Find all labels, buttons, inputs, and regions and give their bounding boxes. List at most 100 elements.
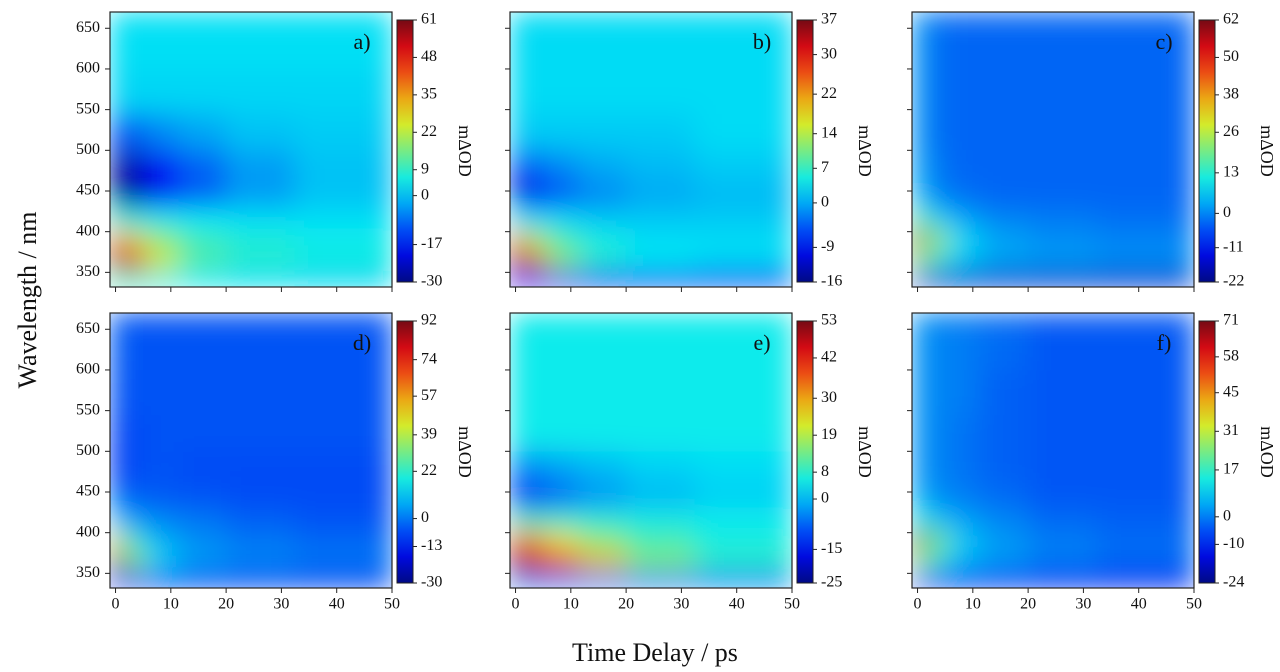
colorbar-title: mΔOD — [1257, 426, 1277, 478]
heat-cell — [510, 113, 525, 151]
heat-cell — [578, 550, 627, 572]
colorbar-tick-label: 39 — [421, 425, 437, 442]
heat-cell — [925, 414, 949, 452]
heat-cell — [1096, 313, 1194, 371]
x-tick-label: 10 — [563, 596, 579, 613]
heat-cell — [1027, 249, 1098, 271]
heat-cell — [694, 481, 792, 509]
plot-area — [510, 12, 792, 287]
heat-cell — [1027, 113, 1098, 151]
x-tick-label: 20 — [1020, 596, 1036, 613]
colorbar-tick-label: -13 — [421, 537, 442, 554]
colorbar-tick-label: 58 — [1223, 348, 1239, 365]
heat-cell — [925, 570, 949, 588]
heat-cell — [178, 269, 227, 287]
heat-cell — [523, 68, 547, 115]
plot-frame — [911, 11, 1195, 288]
heat-cell — [1027, 68, 1098, 115]
heat-cell — [523, 507, 547, 532]
heat-cell — [523, 249, 547, 271]
heat-cell — [694, 12, 792, 70]
heat-cell — [294, 12, 392, 70]
heat-cell — [925, 68, 949, 115]
colorbar-title: mΔOD — [855, 125, 875, 177]
colorbar-tick-label: 37 — [821, 11, 837, 28]
heat-cell — [294, 481, 392, 509]
heat-cell — [925, 249, 949, 271]
heat-cell — [523, 450, 547, 483]
colorbar-tick-label: 0 — [421, 509, 429, 526]
heat-cell — [1027, 180, 1098, 208]
heat-cell — [912, 229, 927, 251]
heat-cell — [625, 550, 696, 572]
heat-cell — [1096, 450, 1194, 483]
panel-label: e) — [753, 330, 770, 355]
heat-cell — [625, 113, 696, 151]
heat-cell — [912, 450, 927, 483]
heat-cell — [980, 12, 1029, 70]
heat-cell — [947, 313, 982, 371]
plot-frame — [109, 11, 393, 288]
heat-cell — [1096, 530, 1194, 552]
heat-cell — [694, 414, 792, 452]
heat-cell — [123, 507, 147, 532]
heat-cell — [1096, 269, 1194, 287]
heat-cell — [123, 249, 147, 271]
heat-cell — [523, 269, 547, 287]
heat-cell — [1096, 12, 1194, 70]
heat-cell — [225, 450, 296, 483]
heat-cell — [578, 414, 627, 452]
colorbar-tick-label: 19 — [821, 426, 837, 443]
heat-cell — [225, 507, 296, 532]
colorbar-tick-label: 8 — [821, 463, 829, 480]
heat-cell — [980, 507, 1029, 532]
plot-area — [912, 313, 1194, 588]
heat-cell — [578, 481, 627, 509]
heat-cell — [625, 530, 696, 552]
heat-cell — [545, 149, 580, 182]
heat-cell — [510, 530, 525, 552]
heat-cell — [625, 68, 696, 115]
heat-cell — [510, 149, 525, 182]
heat-cell — [145, 206, 180, 231]
x-tick-label: 0 — [112, 596, 120, 613]
heat-cell — [578, 313, 627, 371]
heat-cell — [578, 269, 627, 287]
y-tick-label: 400 — [76, 523, 100, 540]
heat-cell — [1027, 414, 1098, 452]
heat-cell — [947, 507, 982, 532]
heat-cell — [980, 113, 1029, 151]
heat-cell — [523, 570, 547, 588]
colorbar — [796, 19, 814, 283]
heat-cell — [912, 12, 927, 70]
heat-cell — [510, 313, 525, 371]
heat-cell — [123, 269, 147, 287]
heat-cell — [523, 313, 547, 371]
colorbar-tick-label: -30 — [421, 574, 442, 591]
heat-cell — [912, 414, 927, 452]
heat-cell — [145, 113, 180, 151]
heat-cell — [980, 414, 1029, 452]
heatmap — [510, 313, 792, 588]
heat-cell — [694, 206, 792, 231]
heat-cell — [545, 180, 580, 208]
heat-cell — [980, 313, 1029, 371]
colorbar-tick-label: 0 — [1223, 204, 1231, 221]
y-tick-label: 350 — [76, 263, 100, 280]
heat-cell — [625, 12, 696, 70]
colorbar-tick-label: 38 — [1223, 86, 1239, 103]
heat-cell — [510, 414, 525, 452]
heat-cell — [625, 249, 696, 271]
heat-cell — [123, 450, 147, 483]
colorbar-tick-label: -17 — [421, 235, 442, 252]
heat-cell — [947, 113, 982, 151]
heat-cell — [523, 206, 547, 231]
heat-cell — [110, 206, 125, 231]
heat-cell — [980, 149, 1029, 182]
heat-cell — [545, 414, 580, 452]
y-tick-label: 400 — [76, 222, 100, 239]
heat-cell — [1027, 550, 1098, 572]
colorbar — [396, 320, 414, 584]
heat-cell — [947, 149, 982, 182]
